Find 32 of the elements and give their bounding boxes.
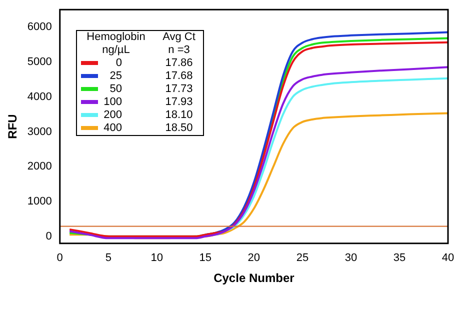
y-tick-label: 3000 [27, 126, 52, 138]
y-tick-label: 4000 [27, 90, 52, 103]
annotation: 18.10 [164, 109, 194, 122]
x-tick-label: 15 [199, 252, 212, 264]
legend-label: 100 [102, 96, 122, 109]
x-tick-label: 40 [442, 252, 454, 264]
legend-label: 25 [108, 70, 122, 83]
x-tick-label: 25 [296, 252, 309, 264]
legend-label: 50 [108, 83, 122, 96]
annotation: 17.93 [164, 96, 194, 109]
annotation: Avg Ct n =3 [162, 30, 196, 57]
annotation: 17.68 [164, 70, 194, 83]
annotation: 17.73 [164, 83, 194, 96]
x-tick-label: 30 [344, 252, 358, 264]
y-axis-title: RFU [6, 114, 20, 139]
x-tick-label: 10 [150, 252, 164, 264]
x-tick-label: 20 [248, 252, 260, 264]
y-tick-label: 1000 [27, 196, 52, 208]
y-tick-label: 6000 [27, 21, 52, 34]
legend-title: Hemoglobin ng/µL [86, 30, 146, 57]
annotation: 17.86 [164, 57, 194, 70]
x-tick-label: 35 [393, 252, 406, 264]
y-tick-label: 0 [46, 230, 52, 242]
x-tick-label: 0 [56, 252, 63, 264]
x-tick-label: 5 [105, 252, 112, 264]
legend-label: 0 [114, 57, 122, 70]
legend-label: 400 [102, 122, 122, 135]
x-axis-title: Cycle Number [214, 271, 295, 286]
y-tick-label: 2000 [27, 160, 52, 173]
annotation: 18.50 [164, 122, 194, 136]
y-tick-label: 5000 [27, 56, 52, 68]
legend-label: 200 [102, 109, 122, 122]
